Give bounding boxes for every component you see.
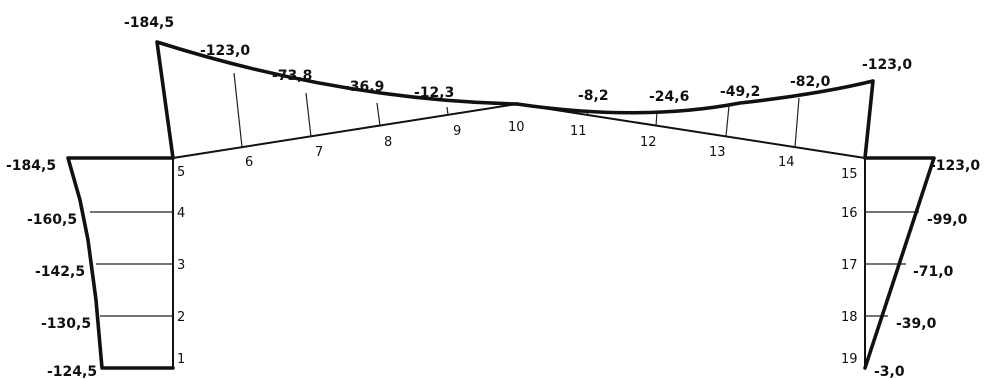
node-label: 9 — [453, 124, 461, 139]
value-label: -82,0 — [790, 74, 831, 90]
value-label: -123,0 — [862, 57, 912, 73]
value-label: -8,2 — [578, 88, 609, 104]
value-label: -71,0 — [913, 264, 954, 280]
right-rafter-curve — [515, 79, 875, 160]
ordinate-node-9 — [446, 106, 449, 116]
node-label: 14 — [778, 155, 795, 170]
value-label: -12,3 — [414, 85, 454, 101]
node-label: 1 — [177, 352, 185, 367]
node-label: 10 — [508, 120, 525, 135]
value-label: -99,0 — [927, 212, 968, 228]
node-label: 3 — [177, 258, 185, 273]
value-label: -3,0 — [874, 364, 905, 379]
value-label: -184,5 — [6, 158, 56, 174]
value-label: -24,6 — [649, 89, 689, 105]
value-label: -160,5 — [27, 212, 77, 228]
value-label: -142,5 — [35, 264, 85, 280]
value-label: -36,9 — [344, 79, 384, 95]
ordinate-node-7 — [305, 92, 312, 138]
ordinate-node-8 — [376, 102, 381, 127]
value-label: -39,0 — [896, 316, 937, 332]
node-label: 17 — [841, 258, 858, 273]
left-column-curve — [66, 156, 175, 370]
right-rafter-axis — [516, 103, 866, 159]
value-label: -130,5 — [41, 316, 91, 332]
node-label: 7 — [315, 145, 323, 160]
right-column-curve — [863, 156, 936, 370]
value-label: -123,0 — [930, 158, 980, 174]
value-label: -123,0 — [200, 43, 250, 59]
node-label: 19 — [841, 352, 858, 367]
ordinate-node-12 — [655, 111, 658, 127]
node-labels: 1 2 3 4 5 6 7 8 9 10 11 12 13 14 15 16 1… — [177, 120, 858, 367]
left-rafter-axis — [172, 103, 518, 159]
node-label: 16 — [841, 206, 858, 221]
node-label: 6 — [245, 155, 253, 170]
left-rafter-curve — [155, 40, 519, 160]
value-label: -124,5 — [47, 364, 97, 379]
ordinate-node-13 — [725, 105, 730, 137]
node-label: 13 — [709, 145, 726, 160]
value-label: -49,2 — [720, 84, 760, 100]
value-label: -184,5 — [124, 15, 174, 31]
node-label: 8 — [384, 135, 392, 150]
node-label: 5 — [177, 165, 185, 180]
node-label: 11 — [570, 124, 587, 139]
node-label: 2 — [177, 310, 185, 325]
ordinates — [90, 72, 919, 317]
value-label: -73,8 — [272, 68, 312, 84]
node-label: 18 — [841, 310, 858, 325]
node-label: 15 — [841, 167, 858, 182]
node-label: 4 — [177, 206, 185, 221]
ordinate-node-6 — [233, 72, 243, 148]
moment-curves — [66, 40, 936, 370]
node-label: 12 — [640, 135, 657, 150]
ordinate-node-14 — [794, 97, 800, 148]
value-labels: -124,5 -130,5 -142,5 -160,5 -184,5 -184,… — [6, 15, 980, 379]
frame — [172, 103, 866, 368]
